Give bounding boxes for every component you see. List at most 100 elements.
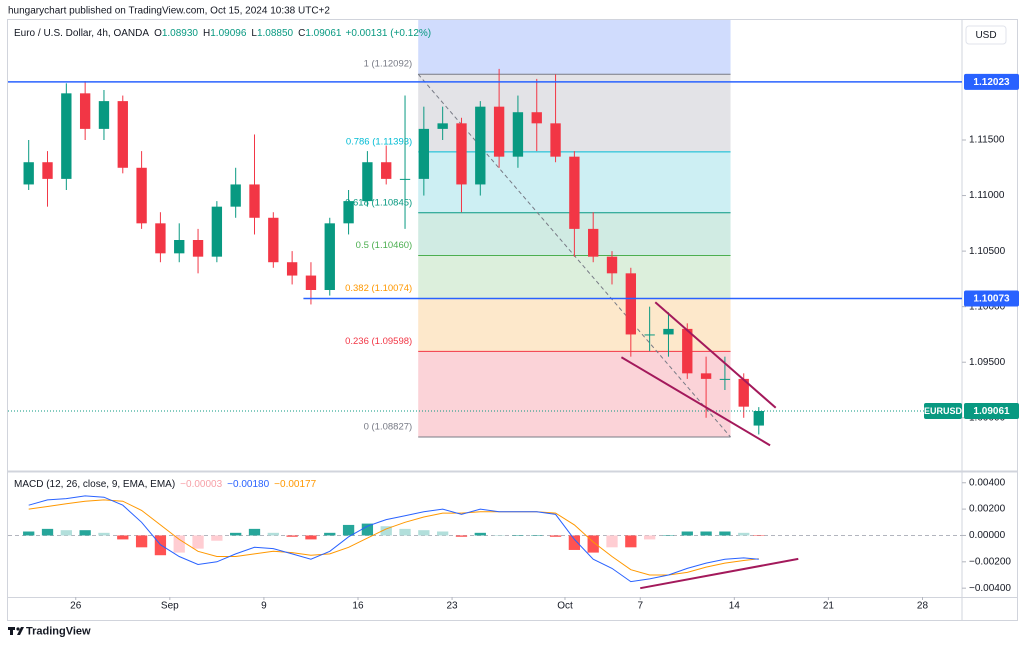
candle-body (79, 93, 91, 129)
x-tick-label: 28 (917, 601, 929, 612)
price-tag (964, 290, 1019, 307)
candle-body (569, 156, 580, 229)
histogram-bar (719, 531, 731, 536)
candle-body (588, 228, 599, 257)
histogram-bar (305, 535, 317, 540)
histogram-bar (568, 535, 581, 550)
y-tick-label: 1.10000 (969, 301, 1006, 312)
trend-line (640, 557, 799, 590)
symbol-legend: Euro / U.S. Dollar, 4h, OANDA O1.08930 H1.… (14, 28, 431, 39)
candle-body (305, 275, 317, 290)
fib-level-label: 0.786 (1.11393) (346, 136, 412, 147)
x-tick-label: 7 (637, 601, 643, 612)
histogram-bar (662, 535, 675, 536)
histogram-bar (753, 535, 765, 536)
price-tag-label: 1.10073 (973, 294, 1010, 305)
currency-label[interactable]: USD (975, 30, 996, 41)
candle-body (606, 256, 618, 274)
histogram-bar (248, 528, 261, 536)
fib-extension-zone (418, 20, 731, 75)
candle-body (136, 167, 147, 224)
histogram-bar (192, 535, 204, 549)
histogram-bar (98, 532, 110, 536)
y-tick-label: 1.11000 (969, 190, 1005, 201)
macd-legend-value: −0.00003 (180, 479, 222, 490)
histogram-bar (606, 535, 618, 548)
histogram-bar (418, 530, 430, 536)
symbol-tag-label: EURUSD (924, 406, 963, 416)
candle-body (437, 123, 448, 129)
fib-level-label: 1 (1.12092) (364, 59, 413, 70)
candle-body (155, 223, 166, 254)
candle-body (268, 217, 279, 263)
fib-level-label: 0.236 (1.09598) (345, 336, 412, 347)
y-tick-label: 0.00000 (969, 530, 1006, 541)
candle-body (117, 101, 128, 168)
histogram-bar (23, 531, 35, 536)
trend-line (654, 301, 777, 409)
fib-zone (418, 351, 731, 437)
candle-body (381, 162, 392, 179)
histogram-bar (211, 535, 223, 541)
histogram-bar (493, 535, 505, 536)
candle-body (700, 373, 712, 379)
histogram-bar (41, 528, 54, 536)
ohlc-key: O (154, 28, 162, 39)
currency-button[interactable] (965, 25, 1007, 45)
macd-legend-value: −0.00180 (227, 479, 269, 490)
histogram-bar (738, 532, 750, 536)
candle-body (174, 240, 185, 254)
candle-body (531, 112, 542, 124)
histogram-bar (267, 532, 279, 536)
ohlc-key: H (203, 28, 210, 39)
candle-body (512, 112, 524, 157)
histogram-bar (700, 531, 712, 536)
symbol-tag (924, 403, 962, 419)
x-tick-label: 23 (447, 601, 459, 612)
macd-line (28, 495, 759, 583)
histogram-bar (154, 535, 167, 556)
histogram-bar (512, 535, 524, 536)
histogram-bar (286, 535, 298, 537)
candle-body (362, 162, 373, 202)
x-tick-label: 16 (352, 601, 364, 612)
fib-level-label: 0 (1.08827) (364, 422, 413, 433)
macd-legend-value: −0.00177 (274, 479, 316, 490)
candle-body (456, 123, 467, 185)
signal-line (28, 499, 759, 576)
fib-level-label: 0.382 (1.10074) (345, 283, 412, 294)
histogram-bar (587, 535, 599, 553)
candle-body (98, 101, 110, 129)
overlay: 1.090001.095001.100001.105001.110001.115… (14, 28, 1019, 612)
histogram-bar (455, 535, 468, 537)
symbol-name: Euro / U.S. Dollar, 4h, OANDA (14, 28, 149, 39)
x-tick-label: Oct (557, 601, 573, 612)
x-tick-label: Sep (161, 601, 179, 612)
fib-zone (418, 298, 731, 352)
histogram-bar (79, 530, 91, 536)
change-value: +0.00131 (+0.12%) (346, 28, 432, 39)
histogram-bar (437, 531, 449, 536)
ohlc-value: 1.09061 (305, 28, 342, 39)
histogram-bar (681, 531, 693, 536)
x-tick-label: 21 (823, 601, 835, 612)
candle-body (738, 378, 749, 407)
candle-body (230, 184, 241, 207)
trend-line (620, 356, 771, 447)
histogram-bar (549, 535, 562, 537)
histogram-bar (60, 530, 72, 536)
histogram-bar (531, 535, 543, 536)
ohlc-key: L (251, 28, 257, 39)
ohlc-value: 1.09096 (210, 28, 247, 39)
y-tick-label: −0.00400 (969, 583, 1011, 594)
price-tag (964, 403, 1019, 419)
price-tag (964, 73, 1019, 90)
macd-pane (8, 495, 962, 590)
logo-text: TradingView (26, 625, 91, 637)
histogram-bar (135, 535, 148, 548)
ohlc-key: C (298, 28, 305, 39)
candle-body (61, 93, 72, 179)
price-tag-label: 1.09061 (973, 406, 1010, 417)
